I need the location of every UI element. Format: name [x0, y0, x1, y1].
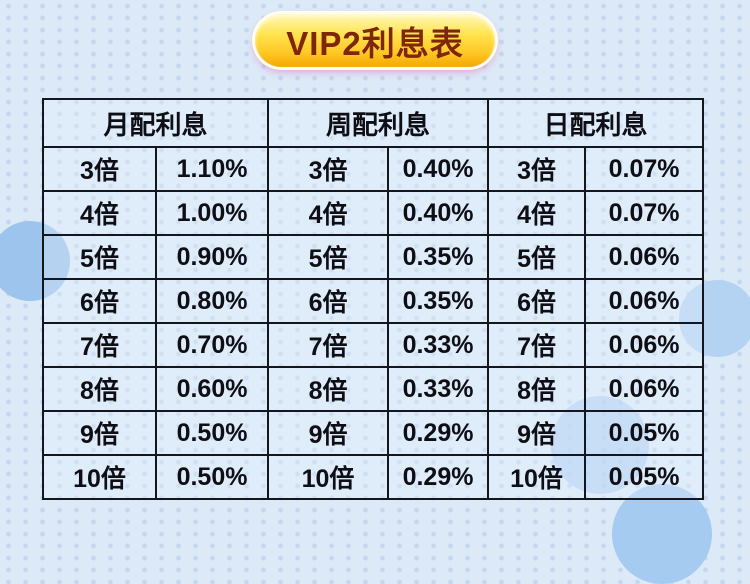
multiplier-cell: 3倍: [42, 146, 157, 192]
multiplier-cell: 9倍: [42, 410, 157, 456]
table-row: 6倍 0.80% 6倍 0.35% 6倍 0.06%: [42, 278, 705, 324]
table-row: 5倍 0.90% 5倍 0.35% 5倍 0.06%: [42, 234, 705, 280]
multiplier-cell: 10倍: [487, 454, 587, 500]
rate-cell: 0.06%: [584, 234, 705, 280]
rate-cell: 0.06%: [584, 322, 705, 368]
rate-cell: 0.40%: [387, 146, 490, 192]
rate-cell: 0.05%: [584, 410, 705, 456]
multiplier-cell: 6倍: [487, 278, 587, 324]
header-row: 月配利息 周配利息 日配利息: [41, 98, 705, 148]
rate-cell: 0.05%: [584, 454, 705, 500]
table-row: 10倍 0.50% 10倍 0.29% 10倍 0.05%: [42, 454, 705, 500]
multiplier-cell: 9倍: [487, 410, 587, 456]
multiplier-cell: 3倍: [487, 146, 587, 192]
table-row: 4倍 1.00% 4倍 0.40% 4倍 0.07%: [42, 190, 705, 236]
rate-cell: 0.06%: [584, 366, 705, 412]
multiplier-cell: 5倍: [267, 234, 390, 280]
multiplier-cell: 7倍: [487, 322, 587, 368]
header-daily-interest: 日配利息: [487, 98, 705, 148]
multiplier-cell: 8倍: [42, 366, 157, 412]
rate-cell: 0.60%: [154, 366, 270, 412]
rate-cell: 0.29%: [387, 410, 490, 456]
rate-cell: 0.50%: [154, 454, 270, 500]
rate-cell: 1.10%: [154, 146, 270, 192]
multiplier-cell: 5倍: [42, 234, 157, 280]
page-title: VIP2利息表: [286, 24, 464, 62]
rate-cell: 0.70%: [154, 322, 270, 368]
title-badge: VIP2利息表: [255, 14, 495, 67]
multiplier-cell: 8倍: [267, 366, 390, 412]
rate-cell: 0.29%: [387, 454, 490, 500]
rate-cell: 0.40%: [387, 190, 490, 236]
table-row: 8倍 0.60% 8倍 0.33% 8倍 0.06%: [42, 366, 705, 412]
multiplier-cell: 4倍: [42, 190, 157, 236]
multiplier-cell: 4倍: [487, 190, 587, 236]
header-weekly-interest: 周配利息: [267, 98, 490, 148]
multiplier-cell: 10倍: [42, 454, 157, 500]
multiplier-cell: 7倍: [267, 322, 390, 368]
table-row: 3倍 1.10% 3倍 0.40% 3倍 0.07%: [42, 146, 705, 192]
rate-cell: 0.33%: [387, 366, 490, 412]
multiplier-cell: 3倍: [267, 146, 390, 192]
rate-cell: 0.06%: [584, 278, 705, 324]
multiplier-cell: 10倍: [267, 454, 390, 500]
rate-cell: 0.50%: [154, 410, 270, 456]
multiplier-cell: 4倍: [267, 190, 390, 236]
interest-rate-table: 月配利息 周配利息 日配利息 3倍 1.10% 3倍 0.40% 3倍 0.07…: [41, 98, 705, 500]
table-row: 9倍 0.50% 9倍 0.29% 9倍 0.05%: [42, 410, 705, 456]
rate-cell: 0.90%: [154, 234, 270, 280]
rate-cell: 0.07%: [584, 190, 705, 236]
rate-cell: 1.00%: [154, 190, 270, 236]
table-row: 7倍 0.70% 7倍 0.33% 7倍 0.06%: [42, 322, 705, 368]
rate-cell: 0.80%: [154, 278, 270, 324]
rate-cell: 0.07%: [584, 146, 705, 192]
header-monthly-interest: 月配利息: [41, 98, 270, 148]
rate-cell: 0.35%: [387, 234, 490, 280]
multiplier-cell: 6倍: [42, 278, 157, 324]
multiplier-cell: 9倍: [267, 410, 390, 456]
multiplier-cell: 7倍: [42, 322, 157, 368]
multiplier-cell: 8倍: [487, 366, 587, 412]
multiplier-cell: 5倍: [487, 234, 587, 280]
rate-cell: 0.33%: [387, 322, 490, 368]
rate-cell: 0.35%: [387, 278, 490, 324]
multiplier-cell: 6倍: [267, 278, 390, 324]
